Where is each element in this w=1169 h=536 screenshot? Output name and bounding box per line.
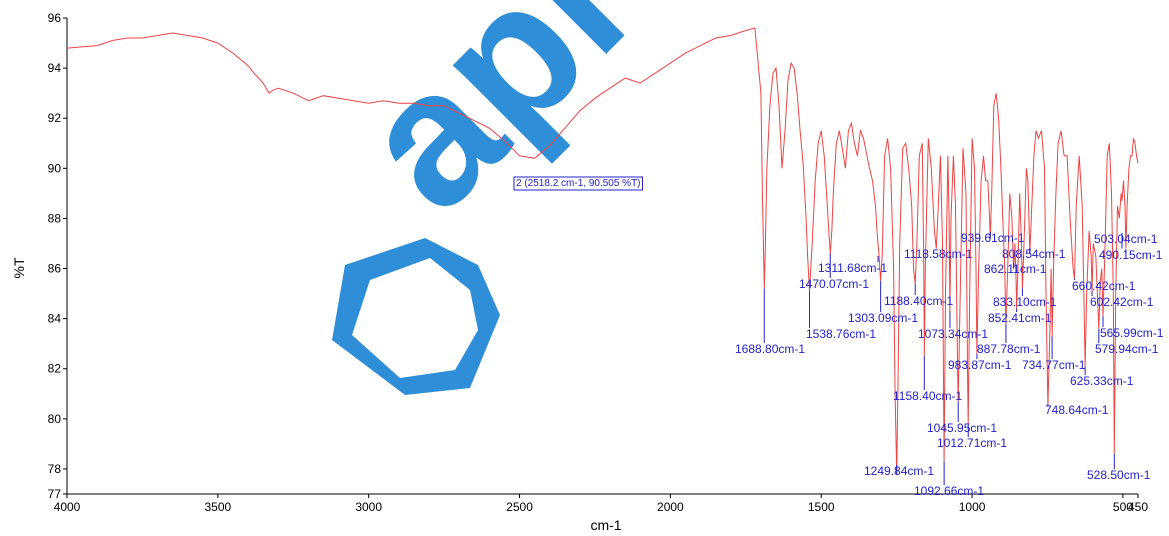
peak-label: 602.42cm-1 bbox=[1090, 295, 1154, 309]
x-tick-label: 3500 bbox=[204, 500, 231, 514]
y-tick-label: 77 bbox=[48, 487, 62, 501]
y-tick-label: 94 bbox=[48, 61, 62, 75]
cursor-readout-layer: 2 (2518.2 cm-1, 90.505 %T) bbox=[513, 176, 644, 191]
y-tick-label: 84 bbox=[48, 312, 62, 326]
y-tick-label: 82 bbox=[48, 362, 62, 376]
x-tick-label: 450 bbox=[1128, 500, 1148, 514]
peak-label: 734.77cm-1 bbox=[1022, 358, 1086, 372]
peak-label: 528.50cm-1 bbox=[1087, 468, 1151, 482]
peak-label: 1470.07cm-1 bbox=[799, 277, 869, 291]
peak-label: 1249.84cm-1 bbox=[864, 464, 934, 478]
peak-label: 565.99cm-1 bbox=[1100, 326, 1164, 340]
spectrum-line bbox=[66, 27, 1139, 475]
peak-label: 808.54cm-1 bbox=[1002, 247, 1066, 261]
peak-label: 1012.71cm-1 bbox=[937, 436, 1007, 450]
y-tick-label: 96 bbox=[48, 11, 62, 25]
x-tick-label: 4000 bbox=[54, 500, 81, 514]
watermark-text: api bbox=[319, 0, 663, 249]
watermark-inner-shape bbox=[352, 258, 478, 378]
peak-label: 833.10cm-1 bbox=[993, 295, 1057, 309]
x-tick-label: 3000 bbox=[355, 500, 382, 514]
peak-label: 1688.80cm-1 bbox=[735, 342, 805, 356]
y-axis-title: %T bbox=[11, 257, 27, 278]
x-axis-title: cm-1 bbox=[590, 517, 621, 533]
y-tick-label: 90 bbox=[48, 161, 62, 175]
watermark-logo: api bbox=[319, 0, 663, 395]
y-tick-label: 92 bbox=[48, 111, 62, 125]
cursor-readout-text: 2 (2518.2 cm-1, 90.505 %T) bbox=[516, 178, 641, 189]
x-tick-label: 500 bbox=[1113, 500, 1133, 514]
peak-label: 1188.40cm-1 bbox=[884, 294, 953, 308]
peak-label: 939.61cm-1 bbox=[961, 231, 1025, 245]
peak-label: 862.11cm-1 bbox=[984, 262, 1047, 276]
peak-label: 1073.34cm-1 bbox=[918, 327, 988, 341]
peak-label: 983.87cm-1 bbox=[948, 358, 1012, 372]
peak-label: 490.15cm-1 bbox=[1099, 248, 1163, 262]
y-tick-label: 88 bbox=[48, 211, 62, 225]
peak-label: 852.41cm-1 bbox=[988, 311, 1052, 325]
peak-label: 1158.40cm-1 bbox=[893, 389, 962, 403]
peak-label: 503.04cm-1 bbox=[1094, 232, 1158, 246]
x-tick-label: 1000 bbox=[959, 500, 986, 514]
peak-label: 660.42cm-1 bbox=[1072, 279, 1136, 293]
y-tick-label: 86 bbox=[48, 262, 62, 276]
peak-label: 748.64cm-1 bbox=[1045, 403, 1109, 417]
peak-label: 625.33cm-1 bbox=[1070, 374, 1134, 388]
peak-label: 887.78cm-1 bbox=[977, 342, 1041, 356]
y-tick-label: 78 bbox=[48, 462, 62, 476]
x-tick-label: 2500 bbox=[506, 500, 533, 514]
peak-label: 1311.68cm-1 bbox=[818, 261, 887, 275]
chart-axes: 77 78 80 82 84 86 88 90 92 94 96 4000 3500 3000 2500 20… bbox=[48, 11, 1149, 514]
y-tick-label: 80 bbox=[48, 412, 62, 426]
peak-label: 1092.66cm-1 bbox=[914, 484, 984, 498]
x-tick-label: 1500 bbox=[808, 500, 835, 514]
x-tick-label: 2000 bbox=[657, 500, 684, 514]
peak-label: 1303.09cm-1 bbox=[848, 311, 918, 325]
cursor-readout-box bbox=[513, 176, 644, 191]
peak-label: 1045.95cm-1 bbox=[927, 421, 997, 435]
peak-label: 579.94cm-1 bbox=[1095, 342, 1159, 356]
peak-label: 1118.58cm-1 bbox=[904, 247, 973, 261]
peak-label: 1538.76cm-1 bbox=[806, 327, 876, 341]
spectrum-layer bbox=[66, 27, 1139, 475]
